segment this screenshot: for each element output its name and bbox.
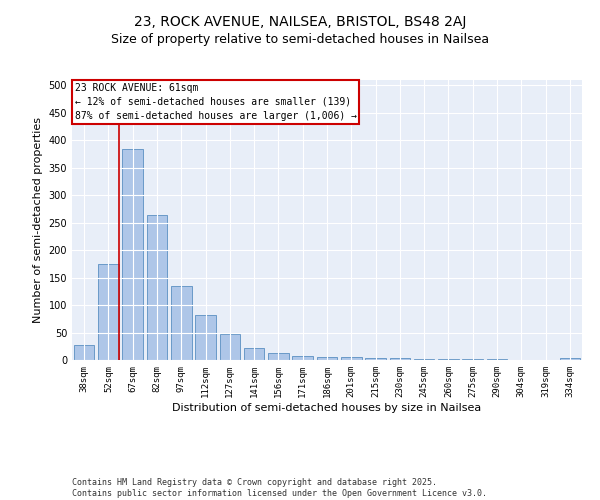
Bar xyxy=(389,358,410,360)
Text: 23, ROCK AVENUE, NAILSEA, BRISTOL, BS48 2AJ: 23, ROCK AVENUE, NAILSEA, BRISTOL, BS48 … xyxy=(134,15,466,29)
Bar xyxy=(560,358,580,360)
Bar xyxy=(317,356,337,360)
Bar xyxy=(292,356,313,360)
Text: Size of property relative to semi-detached houses in Nailsea: Size of property relative to semi-detach… xyxy=(111,32,489,46)
Bar xyxy=(146,214,167,360)
Bar xyxy=(414,359,434,360)
Bar xyxy=(341,356,362,360)
Text: Contains HM Land Registry data © Crown copyright and database right 2025.
Contai: Contains HM Land Registry data © Crown c… xyxy=(72,478,487,498)
Bar xyxy=(268,354,289,360)
Bar xyxy=(98,264,119,360)
Bar xyxy=(122,148,143,360)
X-axis label: Distribution of semi-detached houses by size in Nailsea: Distribution of semi-detached houses by … xyxy=(172,402,482,412)
Bar xyxy=(195,315,216,360)
Text: 23 ROCK AVENUE: 61sqm
← 12% of semi-detached houses are smaller (139)
87% of sem: 23 ROCK AVENUE: 61sqm ← 12% of semi-deta… xyxy=(74,83,356,121)
Bar xyxy=(244,348,265,360)
Bar xyxy=(171,286,191,360)
Bar xyxy=(365,358,386,360)
Bar xyxy=(220,334,240,360)
Bar xyxy=(74,345,94,360)
Y-axis label: Number of semi-detached properties: Number of semi-detached properties xyxy=(33,117,43,323)
